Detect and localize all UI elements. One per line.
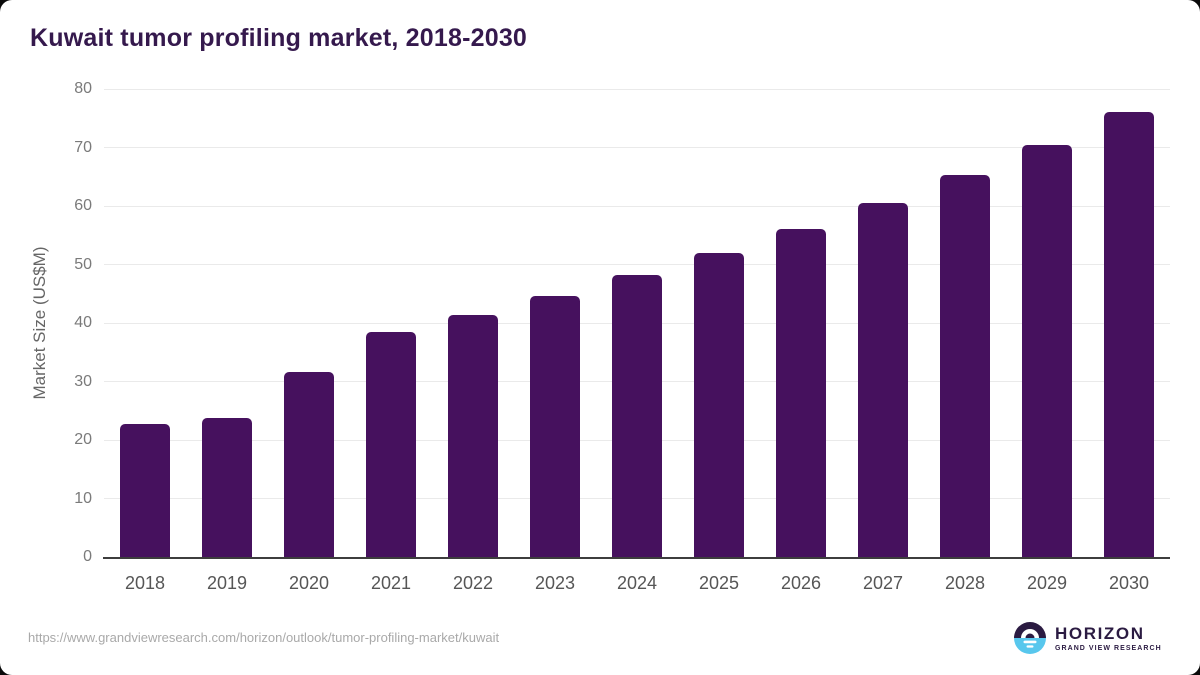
logo-subtitle: GRAND VIEW RESEARCH [1055,644,1162,652]
x-axis-line [103,557,1170,559]
x-tick-label-2024: 2024 [616,573,658,593]
bar-2018 [120,424,170,557]
horizon-logo: HORIZON GRAND VIEW RESEARCH [1014,622,1162,654]
x-tick-label-2030: 2030 [1108,573,1150,593]
bar-2025 [694,252,744,557]
bar-2020 [284,372,334,557]
bar-2027 [858,202,908,557]
gridline-70 [104,147,1170,148]
gridline-60 [104,205,1170,207]
logo-name: HORIZON [1055,623,1145,643]
y-tick-label-80: 80 [74,80,92,97]
x-tick-label-2020: 2020 [288,573,330,593]
x-tick-label-2028: 2028 [944,573,986,593]
logo-text-block: HORIZON GRAND VIEW RESEARCH [1055,625,1162,652]
bar-2023 [530,295,580,557]
bar-2028 [940,175,990,557]
y-axis-label: Market Size (US$M) [30,246,49,400]
y-tick-label-50: 50 [74,255,92,273]
x-tick-label-2022: 2022 [452,573,494,593]
bar-2029 [1022,144,1072,557]
bar-2021 [366,332,416,557]
x-axis-ticks: 2018 2019 2020 2021 2022 2023 2024 2025 2026 2027… [104,570,1170,596]
x-tick-label-2027: 2027 [862,573,904,593]
x-tick-label-2018: 2018 [124,573,166,593]
y-tick-label-40: 40 [74,314,92,331]
source-url: https://www.grandviewresearch.com/horizo… [28,630,500,645]
bar-2024 [612,275,662,557]
gridline-80 [104,88,1170,90]
page-title: Kuwait tumor profiling market, 2018-2030 [30,24,528,52]
y-tick-label-10: 10 [74,489,92,507]
y-tick-label-60: 60 [74,197,92,214]
plot-area [103,88,1170,559]
y-tick-label-20: 20 [74,431,92,448]
bar-2022 [448,315,498,557]
bar-2026 [776,228,826,557]
y-tick-label-70: 70 [74,138,92,156]
x-tick-label-2021: 2021 [370,573,412,593]
bar-2019 [202,417,252,557]
x-tick-label-2029: 2029 [1026,573,1068,593]
y-tick-label-0: 0 [83,548,92,565]
horizon-sunrise-icon [1014,622,1046,654]
gridline-50 [104,264,1170,265]
x-tick-label-2025: 2025 [698,573,740,593]
x-tick-label-2023: 2023 [534,573,576,593]
bar-2030 [1104,111,1154,557]
x-tick-label-2019: 2019 [206,573,248,593]
y-tick-label-30: 30 [74,372,92,390]
y-axis-ticks: 0 10 20 30 40 50 60 70 80 [56,80,92,565]
x-tick-label-2026: 2026 [780,573,822,593]
